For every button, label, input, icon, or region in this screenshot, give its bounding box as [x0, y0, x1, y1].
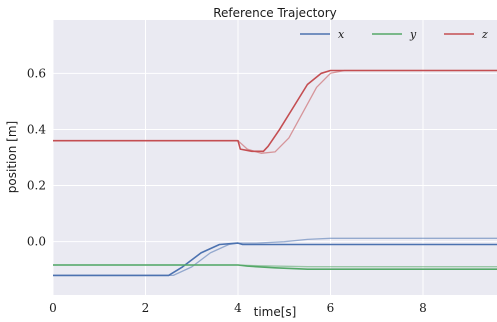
- x-tick-label: 8: [419, 301, 427, 315]
- x-tick-label: 6: [327, 301, 335, 315]
- y-tick-label: 0.6: [27, 66, 46, 80]
- plot-area: [53, 20, 497, 295]
- y-tick-label: 0.4: [27, 122, 46, 136]
- y-tick-label: 0.2: [27, 179, 46, 193]
- series-line-x: [53, 242, 497, 277]
- y-axis-label: position [m]: [5, 121, 19, 193]
- series-layer: [53, 69, 497, 277]
- series-line-y: [53, 264, 497, 270]
- legend-label-z: z: [481, 28, 488, 41]
- y-tick-label: 0.0: [27, 235, 46, 249]
- legend: x y z: [300, 28, 488, 41]
- x-tick-label: 4: [234, 301, 242, 315]
- series-line-z: [53, 69, 497, 153]
- chart-title: Reference Trajectory: [213, 6, 337, 20]
- x-tick-label: 2: [142, 301, 150, 315]
- legend-label-y: y: [409, 28, 417, 41]
- legend-label-x: x: [338, 28, 345, 41]
- series-line-z-reference: [53, 69, 497, 154]
- x-axis-label: time[s]: [254, 305, 297, 319]
- x-tick-label: 0: [49, 301, 57, 315]
- tick-labels: 0 2 4 6 8 0.0 0.2 0.4 0.6: [27, 66, 427, 315]
